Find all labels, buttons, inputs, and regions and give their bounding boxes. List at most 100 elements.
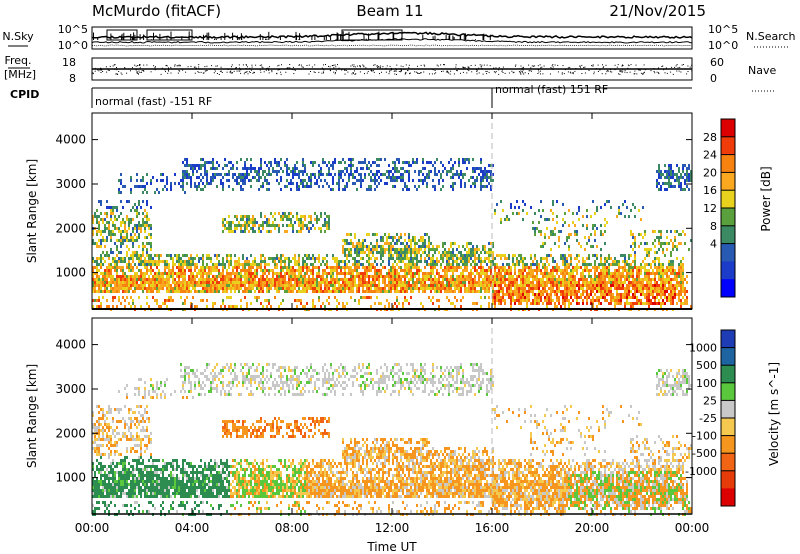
heatmap-cell xyxy=(214,173,216,176)
heatmap-cell xyxy=(192,164,194,167)
heatmap-cell xyxy=(198,290,200,293)
heatmap-cell xyxy=(328,281,330,284)
heatmap-cell xyxy=(342,272,344,275)
heatmap-cell xyxy=(120,251,122,254)
heatmap-cell xyxy=(322,161,324,164)
heatmap-cell xyxy=(544,266,546,269)
heatmap-cell xyxy=(396,287,398,290)
heatmap-cell xyxy=(502,299,504,302)
heatmap-cell xyxy=(562,203,564,206)
heatmap-cell xyxy=(528,290,530,293)
heatmap-cell xyxy=(162,287,164,290)
heatmap-cell xyxy=(374,245,376,248)
heatmap-cell xyxy=(490,281,492,284)
heatmap-cell xyxy=(466,278,468,281)
frequency-point xyxy=(243,73,245,75)
heatmap-cell xyxy=(400,254,402,257)
heatmap-cell xyxy=(206,176,208,179)
heatmap-cell xyxy=(480,266,482,269)
frequency-point xyxy=(277,65,279,67)
heatmap-cell xyxy=(252,224,254,227)
frequency-point xyxy=(614,64,616,66)
heatmap-cell xyxy=(476,251,478,254)
heatmap-cell xyxy=(494,299,496,302)
heatmap-cell xyxy=(336,263,338,266)
heatmap-cell xyxy=(160,284,162,287)
heatmap-cell xyxy=(496,272,498,275)
heatmap-cell xyxy=(142,185,144,188)
heatmap-cell xyxy=(556,284,558,287)
heatmap-cell xyxy=(524,278,526,281)
frequency-point xyxy=(366,72,368,74)
heatmap-cell xyxy=(470,263,472,266)
heatmap-cell xyxy=(462,284,464,287)
heatmap-cell xyxy=(110,206,112,209)
heatmap-cell xyxy=(536,266,538,269)
heatmap-cell xyxy=(400,287,402,290)
heatmap-cell xyxy=(248,173,250,176)
heatmap-cell xyxy=(576,212,578,215)
heatmap-cell xyxy=(124,185,126,188)
heatmap-cell xyxy=(338,161,340,164)
heatmap-cell xyxy=(252,263,254,266)
heatmap-cell xyxy=(348,260,350,263)
heatmap-cell xyxy=(280,278,282,281)
heatmap-cell xyxy=(496,290,498,293)
frequency-point xyxy=(203,72,205,74)
heatmap-cell xyxy=(494,281,496,284)
heatmap-cell xyxy=(156,275,158,278)
heatmap-cell xyxy=(568,263,570,266)
heatmap-cell xyxy=(300,302,302,305)
heatmap-cell xyxy=(256,170,258,173)
heatmap-cell xyxy=(272,284,274,287)
heatmap-cell xyxy=(126,263,128,266)
heatmap-cell xyxy=(306,269,308,272)
heatmap-cell xyxy=(142,212,144,215)
heatmap-cell xyxy=(132,299,134,302)
heatmap-cell xyxy=(214,290,216,293)
heatmap-cell xyxy=(362,278,364,281)
noise-window-box xyxy=(341,29,403,41)
heatmap-cell xyxy=(324,278,326,281)
heatmap-cell xyxy=(232,230,234,233)
heatmap-cell xyxy=(482,185,484,188)
heatmap-cell xyxy=(438,287,440,290)
frequency-point xyxy=(396,74,397,75)
heatmap-cell xyxy=(340,260,342,263)
heatmap-cell xyxy=(386,248,388,251)
frequency-point xyxy=(485,70,487,72)
heatmap-cell xyxy=(448,284,450,287)
heatmap-cell xyxy=(118,230,120,233)
heatmap-cell xyxy=(214,266,216,269)
frequency-point xyxy=(418,73,420,74)
heatmap-cell xyxy=(582,224,584,227)
heatmap-cell xyxy=(536,281,538,284)
heatmap-cell xyxy=(98,299,100,302)
heatmap-cell xyxy=(504,254,506,257)
heatmap-cell xyxy=(434,281,436,284)
heatmap-cell xyxy=(492,275,494,278)
heatmap-cell xyxy=(554,269,556,272)
heatmap-cell xyxy=(578,281,580,284)
heatmap-cell xyxy=(358,263,360,266)
heatmap-cell xyxy=(118,287,120,290)
heatmap-cell xyxy=(420,239,422,242)
heatmap-cell xyxy=(122,257,124,260)
heatmap-cell xyxy=(346,185,348,188)
heatmap-cell xyxy=(208,275,210,278)
heatmap-cell xyxy=(358,272,360,275)
heatmap-cell xyxy=(470,251,472,254)
heatmap-cell xyxy=(152,260,154,263)
heatmap-cell xyxy=(374,284,376,287)
heatmap-cell xyxy=(170,275,172,278)
heatmap-cell xyxy=(564,242,566,245)
heatmap-cell xyxy=(144,260,146,263)
heatmap-cell xyxy=(360,263,362,266)
heatmap-cell xyxy=(400,281,402,284)
heatmap-cell xyxy=(98,290,100,293)
heatmap-cell xyxy=(498,290,500,293)
heatmap-cell xyxy=(100,233,102,236)
heatmap-cell xyxy=(476,248,478,251)
heatmap-cell xyxy=(458,281,460,284)
heatmap-cell xyxy=(96,260,98,263)
